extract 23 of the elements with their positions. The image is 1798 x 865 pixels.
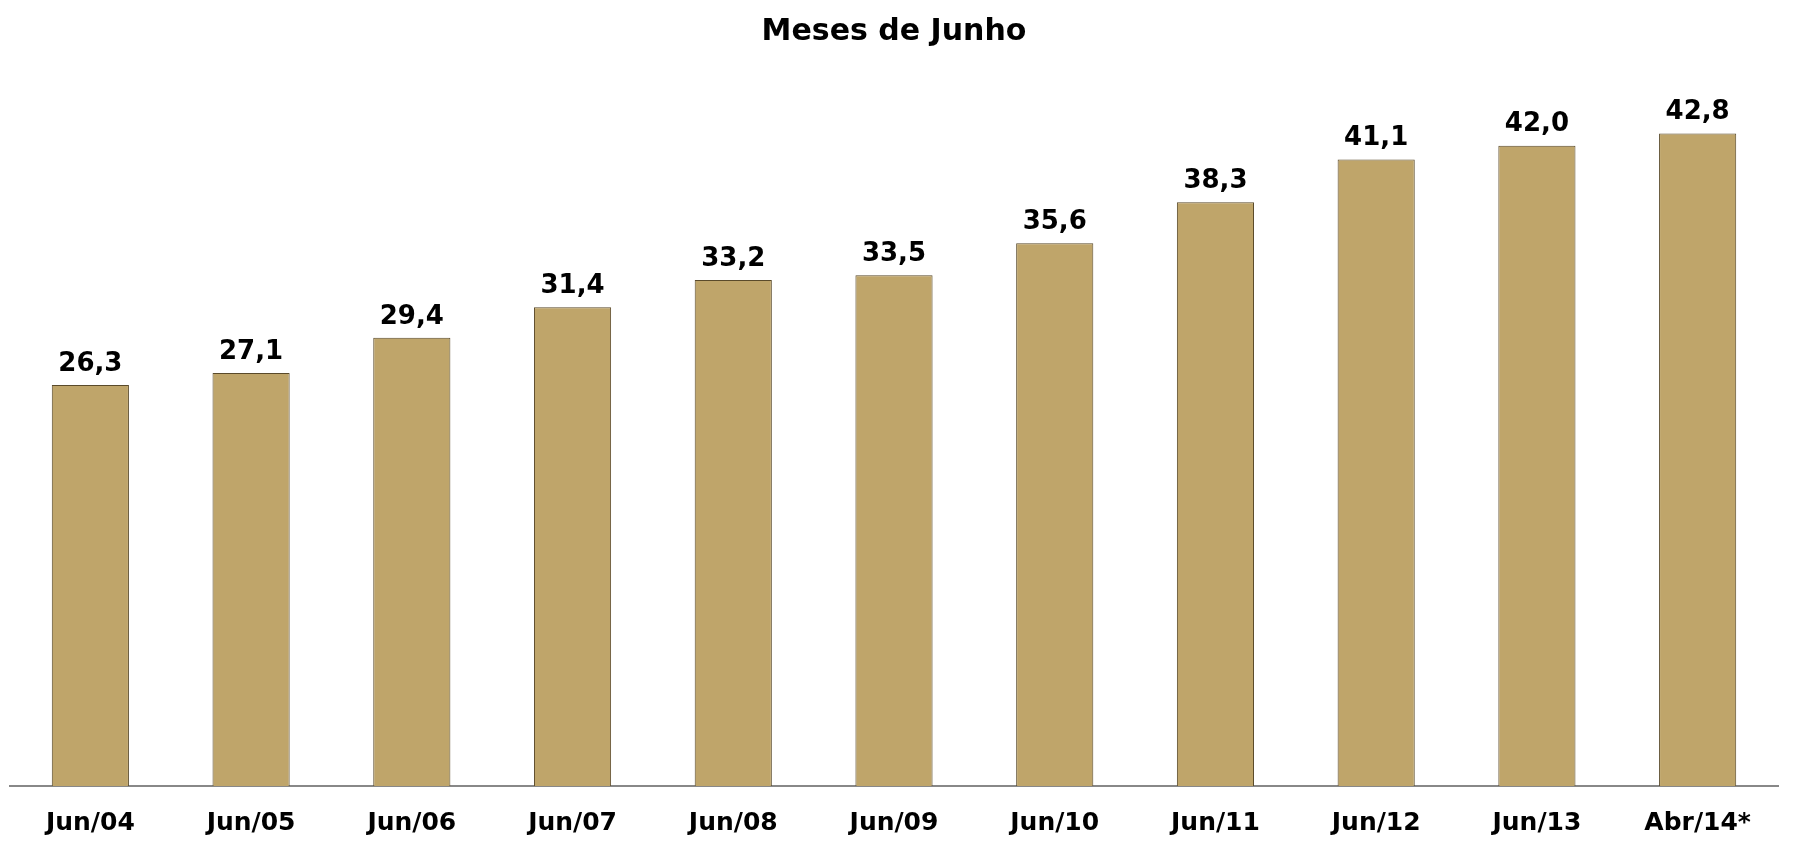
x-tick-label: Abr/14* (1644, 806, 1751, 836)
data-label: 29,4 (379, 299, 444, 330)
x-tick-label: Jun/12 (1329, 806, 1421, 836)
x-tick-label: Jun/04 (43, 806, 135, 836)
x-tick-label: Jun/09 (847, 806, 939, 836)
chart-title: Meses de Junho (761, 11, 1027, 47)
data-label: 33,5 (861, 237, 927, 268)
data-label: 33,2 (701, 241, 766, 272)
data-label: 35,6 (1022, 205, 1087, 236)
data-label: 38,3 (1183, 163, 1248, 194)
x-tick-label: Jun/11 (1169, 806, 1260, 836)
x-tick-label: Jun/10 (1008, 806, 1100, 836)
x-tick-label: Jun/06 (365, 806, 457, 836)
x-tick-label: Jun/05 (204, 806, 296, 836)
x-tick-label: Jun/13 (1490, 806, 1582, 836)
data-label: 42,8 (1665, 95, 1730, 126)
x-tick-label: Jun/08 (686, 806, 778, 836)
data-label: 27,1 (219, 334, 284, 365)
x-tick-label: Jun/07 (526, 806, 617, 836)
data-label: 31,4 (540, 269, 605, 300)
data-label: 42,0 (1504, 107, 1569, 138)
data-label: 26,3 (58, 346, 123, 377)
data-label: 41,1 (1344, 121, 1409, 152)
